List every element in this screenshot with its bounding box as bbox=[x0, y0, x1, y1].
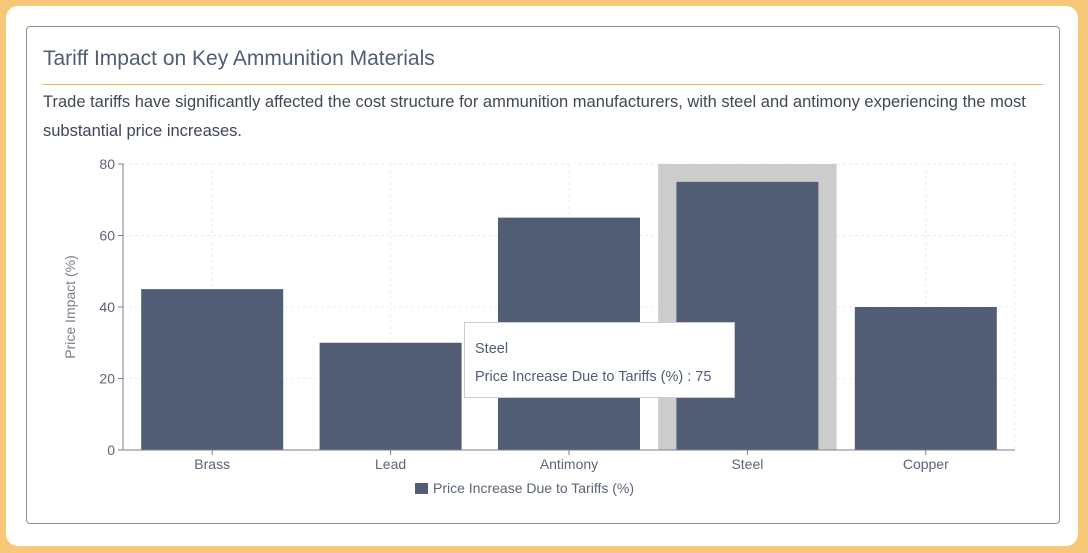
chart-description: Trade tariffs have significantly affecte… bbox=[43, 93, 1026, 140]
y-axis-title: Price Impact (%) bbox=[62, 255, 78, 358]
page-title: Tariff Impact on Key Ammunition Material… bbox=[43, 47, 435, 70]
y-tick-label: 0 bbox=[107, 442, 115, 458]
x-tick-label: Copper bbox=[903, 456, 949, 472]
x-tick-label: Antimony bbox=[540, 456, 598, 472]
y-tick-label: 20 bbox=[99, 371, 115, 387]
y-tick-label: 40 bbox=[99, 299, 115, 315]
bar-brass bbox=[141, 289, 284, 450]
legend-label: Price Increase Due to Tariffs (%) bbox=[433, 480, 634, 496]
card: Tariff Impact on Key Ammunition Material… bbox=[6, 6, 1078, 546]
bar-chart: 0 20 40 60 80 Brass Lead Antimony Steel Copper Pri… bbox=[62, 156, 1016, 496]
title-divider bbox=[43, 84, 1043, 85]
tooltip-value: Price Increase Due to Tariffs (%) : 75 bbox=[475, 369, 712, 385]
y-tick-label: 60 bbox=[99, 228, 115, 244]
bar-copper bbox=[854, 307, 997, 450]
legend-swatch bbox=[415, 483, 428, 494]
y-tick-label: 80 bbox=[99, 156, 115, 172]
chart-tooltip: Steel Price Increase Due to Tariffs (%) … bbox=[464, 322, 735, 398]
tooltip-title: Steel bbox=[475, 341, 509, 357]
bar-lead bbox=[319, 342, 462, 450]
chart-panel: Tariff Impact on Key Ammunition Material… bbox=[26, 26, 1060, 524]
bar-steel bbox=[676, 181, 819, 450]
x-tick-label: Brass bbox=[194, 456, 230, 472]
x-tick-label: Steel bbox=[731, 456, 763, 472]
x-tick-label: Lead bbox=[375, 456, 406, 472]
